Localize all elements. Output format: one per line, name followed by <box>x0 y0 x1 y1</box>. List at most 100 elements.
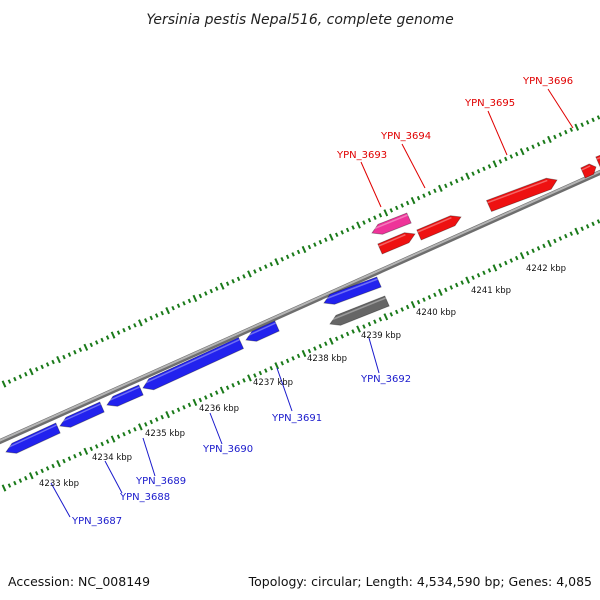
tick-mark <box>416 195 421 201</box>
tick-mark <box>558 236 563 241</box>
tick-mark <box>422 297 426 302</box>
tick-mark <box>105 439 110 444</box>
tick-mark <box>236 276 241 282</box>
tick-mark <box>427 191 432 196</box>
gene-label-ypn3687: YPN_3687 <box>71 516 122 527</box>
tick-mark <box>149 419 154 425</box>
tick-mark <box>192 398 198 407</box>
tick-mark <box>328 233 334 241</box>
tick-mark <box>318 239 323 245</box>
tick-mark <box>383 209 389 217</box>
tick-mark <box>269 365 274 371</box>
gene-label-ypn3689: YPN_3689 <box>135 476 186 487</box>
tick-mark <box>378 317 383 322</box>
bottom-callout-lines <box>50 337 380 518</box>
gene-forward-partial <box>595 154 600 168</box>
tick-mark <box>558 132 563 137</box>
tick-mark <box>285 254 290 260</box>
tick-mark <box>438 288 443 296</box>
tick-mark <box>410 196 416 205</box>
gene-ypn3693 <box>377 232 416 255</box>
tick-mark <box>116 330 121 335</box>
tick-mark <box>438 184 443 192</box>
gene-ypn3691 <box>245 320 280 342</box>
tick-mark <box>509 154 514 159</box>
tick-mark <box>138 423 143 431</box>
tick-mark <box>73 453 77 459</box>
gene-label-ypn3693: YPN_3693 <box>336 150 387 161</box>
gene-label-ypn3688: YPN_3688 <box>119 492 170 503</box>
tick-mark <box>100 337 104 343</box>
tick-mark <box>231 383 235 388</box>
gene-ypn3696-highlight <box>581 165 591 171</box>
gene-other-feature <box>329 295 390 326</box>
tick-mark <box>51 463 55 469</box>
callout-line-ypn3688 <box>104 460 123 494</box>
tick-mark <box>219 282 225 290</box>
tick-mark <box>296 249 301 255</box>
callout-line-ypn3687 <box>50 482 71 518</box>
kbp-labels: 4233 kbp 4234 kbp 4235 kbp 4236 kbp 4237… <box>39 264 566 489</box>
tick-track-upper <box>1 115 600 388</box>
genome-backbone-highlight <box>0 170 600 442</box>
tick-mark <box>110 331 116 339</box>
tick-mark <box>514 151 519 157</box>
tick-mark <box>433 188 437 194</box>
tick-mark <box>471 275 475 280</box>
tick-mark <box>127 325 132 330</box>
tick-mark <box>580 122 584 128</box>
tick-mark <box>356 221 361 229</box>
tick-mark <box>231 279 235 284</box>
tick-mark <box>410 300 416 309</box>
map-title: Yersinia pestis Nepal516, complete genom… <box>146 12 453 28</box>
tick-mark <box>444 183 448 189</box>
tick-mark <box>67 456 72 461</box>
gene-ypn3687 <box>5 422 61 454</box>
tick-mark <box>144 422 148 427</box>
tick-mark <box>18 478 23 483</box>
tick-mark <box>144 318 148 323</box>
gene-ypn3695 <box>485 177 558 213</box>
tick-mark <box>362 220 366 225</box>
tick-mark <box>247 374 252 382</box>
top-callout-lines <box>360 88 574 208</box>
tick-mark <box>280 257 284 262</box>
tick-mark <box>351 329 355 334</box>
tick-mark <box>564 233 568 239</box>
tick-mark <box>542 139 546 145</box>
kbp-label: 4233 kbp <box>39 479 79 489</box>
tick-mark <box>596 115 600 120</box>
tick-mark <box>242 378 246 383</box>
tick-mark <box>51 359 55 365</box>
kbp-label: 4239 kbp <box>361 331 401 341</box>
tick-mark <box>242 274 246 279</box>
accession-text: Accession: NC_008149 <box>8 574 150 589</box>
tick-mark <box>476 273 481 278</box>
tick-mark <box>580 226 584 232</box>
tick-mark <box>531 144 535 150</box>
callout-line-ypn3693 <box>360 161 382 208</box>
gene-ypn3688-highlight <box>58 403 102 424</box>
tick-mark <box>171 305 175 311</box>
gene-forward-partial-highlight <box>596 156 600 160</box>
tick-mark <box>394 205 399 211</box>
tick-mark <box>67 352 72 357</box>
tick-mark <box>269 261 274 267</box>
tick-mark <box>367 217 372 223</box>
tick-mark <box>465 172 470 180</box>
tick-mark <box>34 471 39 476</box>
tick-mark <box>564 129 568 135</box>
tick-mark <box>236 380 241 386</box>
tick-mark <box>525 251 530 256</box>
tick-mark <box>296 353 301 359</box>
gene-other-feature-highlight <box>328 297 386 322</box>
tick-mark <box>192 294 198 303</box>
tick-mark <box>356 325 361 333</box>
tick-mark <box>328 337 334 345</box>
tick-mark <box>482 270 486 276</box>
gene-ypn3689-highlight <box>105 386 141 403</box>
tick-mark <box>24 371 28 377</box>
tick-mark <box>383 313 389 321</box>
tick-mark <box>7 483 12 488</box>
